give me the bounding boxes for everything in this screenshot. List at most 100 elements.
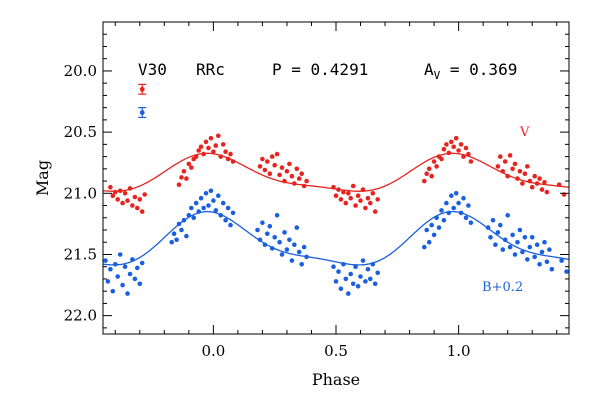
data-point-v [365, 195, 371, 201]
y-tick-label: 20.0 [64, 62, 97, 80]
data-point-v [515, 176, 520, 181]
x-tick-label: 0.5 [324, 342, 348, 360]
data-point-b [211, 198, 216, 203]
data-point-b [368, 276, 373, 282]
data-point-b [184, 233, 189, 239]
data-point-v [456, 148, 461, 153]
data-point-b [539, 249, 545, 255]
data-point-b [169, 239, 174, 245]
y-tick-label: 21.5 [64, 245, 97, 263]
data-point-b [120, 282, 125, 288]
data-point-v [110, 193, 116, 198]
data-point-v [304, 178, 309, 184]
data-point-v [341, 189, 346, 195]
data-point-b [174, 237, 179, 243]
data-point-v [260, 156, 265, 162]
y-axis-title: Mag [33, 160, 52, 196]
data-point-b [431, 232, 437, 238]
data-point-v [294, 166, 300, 172]
data-point-v [468, 159, 474, 164]
data-point-v [115, 197, 120, 202]
data-point-b [466, 203, 471, 208]
data-point-v [196, 148, 201, 153]
data-point-v [453, 135, 459, 141]
data-point-v [125, 198, 130, 203]
data-point-v [218, 154, 223, 159]
data-point-v [350, 183, 356, 189]
data-point-v [461, 154, 466, 159]
data-point-b [461, 195, 466, 201]
data-point-v [424, 171, 430, 176]
data-point-v [181, 169, 187, 174]
data-point-b [117, 252, 123, 257]
data-point-b [203, 191, 209, 196]
data-point-v [211, 149, 216, 154]
data-point-v [517, 169, 523, 174]
data-point-b [331, 264, 336, 270]
data-point-b [125, 291, 130, 296]
data-point-v [206, 145, 211, 151]
data-point-b [220, 200, 226, 206]
data-point-v [500, 169, 506, 174]
data-point-v [284, 169, 290, 174]
data-point-b [355, 284, 361, 289]
data-point-v [458, 142, 464, 147]
data-point-v [431, 159, 437, 164]
data-point-b [296, 249, 302, 255]
data-point-v [463, 145, 469, 151]
data-point-b [176, 221, 182, 227]
data-point-b [424, 227, 430, 233]
data-point-b [488, 235, 493, 240]
data-point-v [539, 187, 545, 192]
data-point-v [507, 153, 513, 158]
data-point-b [439, 208, 444, 213]
data-point-v [441, 146, 447, 152]
data-point-b [515, 239, 520, 245]
data-point-b [341, 262, 346, 267]
data-point-b [181, 217, 187, 223]
data-point-b [255, 227, 260, 233]
data-point-v [346, 191, 351, 196]
data-point-b [549, 266, 555, 272]
data-point-b [353, 264, 358, 270]
data-point-v [287, 161, 292, 167]
data-point-b [564, 269, 569, 274]
data-point-b [542, 239, 547, 245]
data-point-b [532, 254, 537, 260]
error-bar-b [138, 107, 147, 119]
data-point-b [277, 239, 282, 245]
data-point-v [132, 194, 138, 200]
x-tick-label: 0.0 [201, 342, 225, 360]
x-axis-title: Phase [312, 370, 360, 389]
data-point-b [449, 193, 454, 198]
data-point-b [191, 215, 196, 221]
data-point-b [370, 262, 376, 267]
data-point-b [287, 237, 292, 243]
data-point-v [274, 151, 280, 157]
data-point-v [216, 133, 221, 139]
data-point-b [547, 247, 552, 252]
data-point-v [544, 189, 550, 195]
data-point-b [279, 252, 285, 257]
data-point-b [502, 237, 508, 243]
data-point-v [532, 173, 537, 179]
data-point-b [284, 247, 290, 252]
data-point-b [208, 188, 214, 194]
data-point-b [507, 244, 513, 250]
data-point-v [348, 195, 354, 201]
data-point-b [216, 193, 221, 198]
data-point-v [353, 203, 358, 208]
data-point-b [336, 269, 341, 274]
data-point-b [363, 279, 368, 284]
data-point-b [468, 220, 474, 225]
data-point-v [269, 154, 275, 159]
data-point-b [201, 205, 206, 211]
data-point-b [441, 217, 447, 223]
data-point-b [108, 266, 113, 272]
data-point-b [228, 222, 233, 228]
data-point-v [449, 139, 454, 145]
data-point-b [358, 274, 363, 279]
data-point-b [137, 281, 143, 287]
data-point-b [294, 225, 300, 230]
data-point-v [108, 184, 113, 190]
